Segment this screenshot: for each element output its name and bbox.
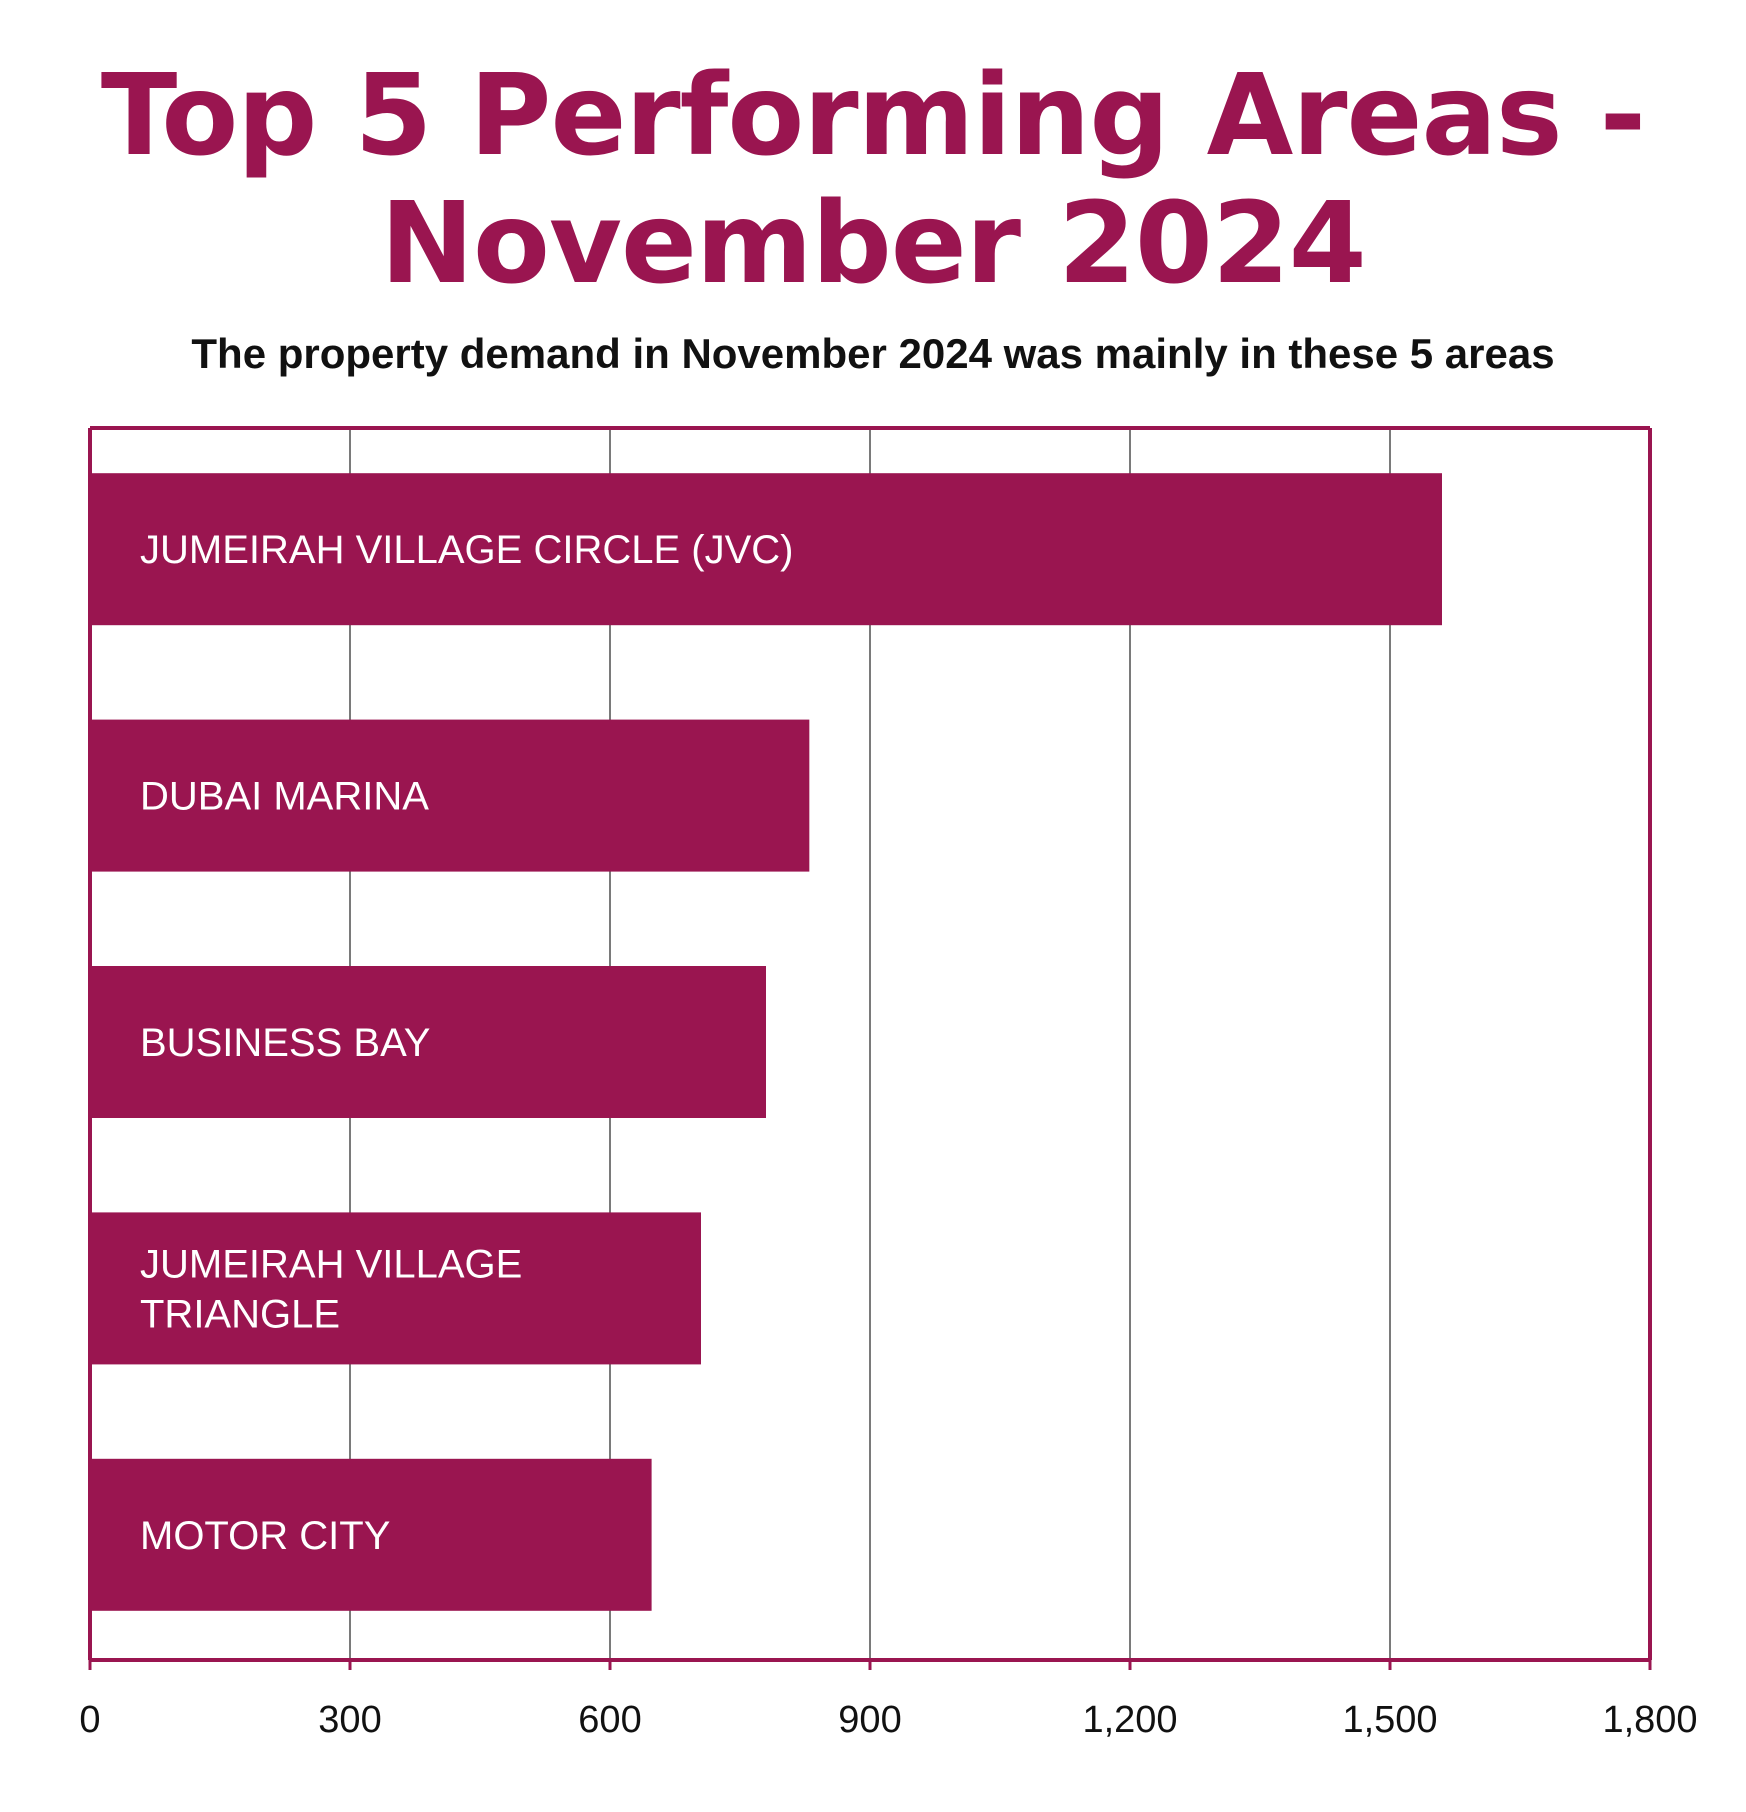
x-tick-label-3: 900 [838, 1699, 901, 1741]
bar-1 [90, 473, 1442, 626]
chart-title-line-2: November 2024 [380, 179, 1366, 309]
x-tick-label-6: 1,800 [1602, 1699, 1697, 1741]
bar-label-2: DUBAI MARINA [140, 775, 429, 819]
bar-label-5: MOTOR CITY [140, 1514, 390, 1558]
x-tick-label-2: 600 [578, 1699, 641, 1741]
bar-label-1: JUMEIRAH VILLAGE CIRCLE (JVC) [140, 528, 793, 572]
x-tick-label-5: 1,500 [1342, 1699, 1437, 1741]
x-tick-label-0: 0 [79, 1699, 100, 1741]
x-tick-label-4: 1,200 [1082, 1699, 1177, 1741]
bar-label-3: BUSINESS BAY [140, 1021, 430, 1065]
bar-3 [90, 966, 766, 1118]
bar-4 [90, 1212, 701, 1365]
x-tick-label-1: 300 [318, 1699, 381, 1741]
bar-label-4: JUMEIRAH VILLAGE TRIANGLE [140, 1242, 522, 1336]
chart-subtitle: The property demand in November 2024 was… [191, 330, 1555, 377]
bar-5 [90, 1458, 652, 1611]
chart-title: Top 5 Performing Areas - November 2024 [0, 52, 1746, 308]
chart-title-line-1: Top 5 Performing Areas - [100, 51, 1646, 181]
bar-2 [90, 719, 810, 872]
